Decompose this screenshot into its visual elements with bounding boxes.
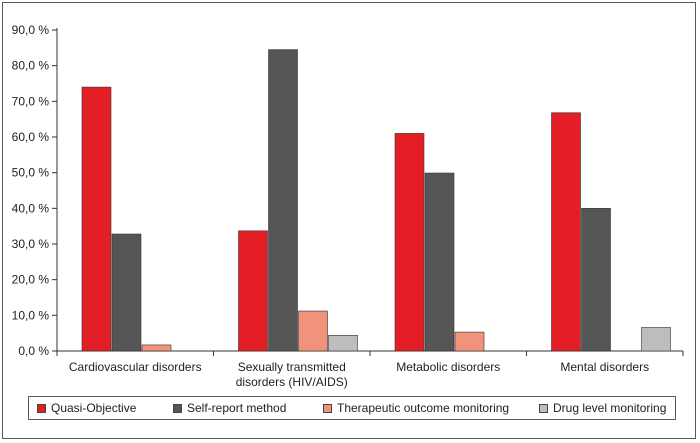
- bar-self-report-method: [581, 208, 611, 352]
- legend-item-therapeutic-outcome-monitoring: Therapeutic outcome monitoring: [323, 401, 539, 415]
- bar-quasi-objective: [238, 230, 268, 352]
- bar-therapeutic-outcome-monitoring: [454, 331, 485, 352]
- legend-item-quasi-objective: Quasi-Objective: [37, 401, 173, 415]
- y-tick-label: 10,0 %: [12, 308, 50, 322]
- legend-label: Self-report method: [187, 401, 287, 415]
- bar-quasi-objective: [81, 86, 112, 352]
- legend-label: Therapeutic outcome monitoring: [337, 401, 510, 415]
- legend-label: Drug level monitoring: [553, 401, 667, 415]
- x-category-label: disorders (HIV/AIDS): [236, 375, 348, 389]
- y-tick-label: 20,0 %: [12, 273, 50, 287]
- legend-item-self-report-method: Self-report method: [173, 401, 323, 415]
- y-tick-label: 40,0 %: [12, 201, 50, 215]
- legend-swatch-therapeutic-outcome-monitoring: [323, 403, 332, 413]
- bar-chart: 0,0 % 10,0 % 20,0 % 30,0 % 40,0 % 50,0 % 60,0 …: [12, 23, 684, 389]
- y-tick-label: 60,0 %: [12, 130, 50, 144]
- legend-swatch-drug-level-monitoring: [539, 403, 548, 413]
- y-tick-label: 80,0 %: [12, 59, 50, 73]
- x-category-label: Sexually transmitted: [238, 360, 346, 374]
- legend-item-drug-level-monitoring: Drug level monitoring: [539, 401, 666, 415]
- chart-frame: [2, 2, 696, 439]
- x-category-label: Mental disorders: [560, 360, 649, 374]
- x-category-label: Metabolic disorders: [396, 360, 500, 374]
- x-category-label: Cardiovascular disorders: [69, 360, 202, 374]
- legend-label: Quasi-Objective: [51, 401, 137, 415]
- bar-self-report-method: [111, 233, 142, 352]
- y-tick-label: 30,0 %: [12, 237, 50, 251]
- bar-drug-level-monitoring: [641, 327, 671, 352]
- legend: Quasi-Objective Self-report method Thera…: [28, 396, 676, 420]
- legend-swatch-self-report-method: [173, 403, 182, 413]
- y-tick-label: 50,0 %: [12, 166, 50, 180]
- bar-therapeutic-outcome-monitoring: [298, 310, 328, 352]
- bar-drug-level-monitoring: [328, 335, 358, 352]
- y-tick-label: 90,0 %: [12, 23, 50, 37]
- bar-quasi-objective: [551, 112, 581, 352]
- bar-therapeutic-outcome-monitoring: [141, 344, 172, 352]
- y-tick-label: 0,0 %: [18, 344, 49, 358]
- legend-swatch-quasi-objective: [37, 403, 46, 413]
- bar-quasi-objective: [394, 133, 425, 352]
- bar-self-report-method: [268, 49, 298, 352]
- bar-self-report-method: [424, 172, 455, 352]
- y-tick-label: 70,0 %: [12, 94, 50, 108]
